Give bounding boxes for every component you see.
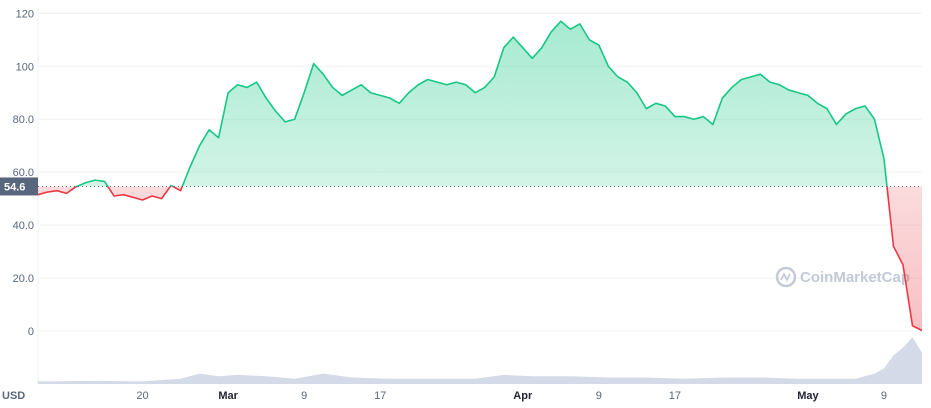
area-above-reference xyxy=(76,21,887,187)
coinmarketcap-logo-icon xyxy=(775,266,797,288)
reference-label-box xyxy=(0,177,38,196)
y-axis: 120 100 80.0 60.0 40.0 20.0 0 xyxy=(13,8,34,338)
y-tick-label: 0 xyxy=(28,326,34,338)
x-tick-label: 17 xyxy=(669,390,681,402)
price-line-up xyxy=(74,20,888,187)
reference-line: 54.6 xyxy=(0,177,922,196)
grid-lines xyxy=(37,8,922,384)
y-tick-label: 80.0 xyxy=(13,114,34,126)
y-tick-label: 100 xyxy=(16,61,34,73)
watermark-text: CoinMarketCap xyxy=(800,269,910,286)
y-tick-label: 20.0 xyxy=(13,273,34,285)
price-line xyxy=(37,20,923,332)
watermark: CoinMarketCap xyxy=(775,266,910,288)
x-tick-label: 20 xyxy=(136,390,148,402)
coinmarketcap-logo-mark xyxy=(780,271,791,283)
x-tick-label: Mar xyxy=(218,390,238,402)
x-tick-label: 9 xyxy=(301,390,307,402)
x-tick-label: May xyxy=(797,390,819,402)
reference-label: 54.6 xyxy=(4,181,25,193)
currency-label: USD xyxy=(2,390,25,402)
volume-area xyxy=(38,337,922,384)
x-axis: USD 20 Mar 9 17 Apr 9 17 May 9 xyxy=(2,390,887,402)
x-tick-label: Apr xyxy=(513,390,533,402)
x-tick-label: 9 xyxy=(881,390,887,402)
volume-shape xyxy=(38,337,922,384)
y-tick-label: 40.0 xyxy=(13,220,34,232)
y-tick-label: 60.0 xyxy=(13,167,34,179)
x-tick-label: 9 xyxy=(596,390,602,402)
price-area xyxy=(38,21,922,331)
x-tick-label: 17 xyxy=(374,390,386,402)
y-tick-label: 120 xyxy=(16,8,34,20)
